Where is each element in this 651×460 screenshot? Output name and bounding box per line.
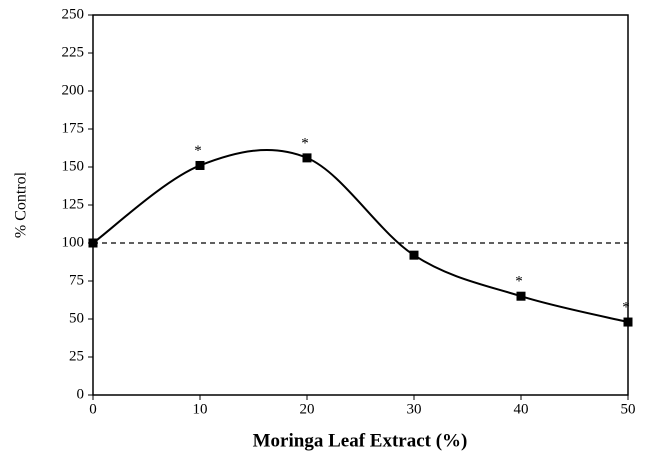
y-tick-label: 25 [69,348,84,364]
x-tick-label: 0 [89,401,97,417]
significance-label: * [301,135,309,151]
x-tick-label: 30 [407,401,422,417]
significance-label: * [515,274,523,290]
point [409,250,419,260]
x-axis-title: Moringa Leaf Extract (%) [253,430,468,451]
y-axis-title: % Control [13,171,30,238]
y-tick-label: 200 [62,82,85,98]
x-tick-label: 50 [621,401,636,417]
y-tick-label: 125 [62,196,85,212]
plot-frame [92,14,629,396]
x-tick-label: 40 [514,401,529,417]
y-tick-label: 150 [62,158,85,174]
y-tick-label: 100 [62,234,85,250]
point [516,291,526,301]
y-tick-label: 250 [62,6,85,22]
line [92,148,629,324]
y-tick-label: 0 [77,386,85,402]
point [302,153,312,163]
y-tick-label: 75 [69,272,84,288]
x-tick-label: 20 [300,401,315,417]
y-tick-label: 225 [62,44,85,60]
significance-label: * [194,143,202,159]
point [195,160,205,170]
y-tick-label: 50 [69,310,84,326]
y-tick-label: 175 [62,120,85,136]
significance-label: * [622,299,630,315]
x-tick-label: 10 [193,401,208,417]
